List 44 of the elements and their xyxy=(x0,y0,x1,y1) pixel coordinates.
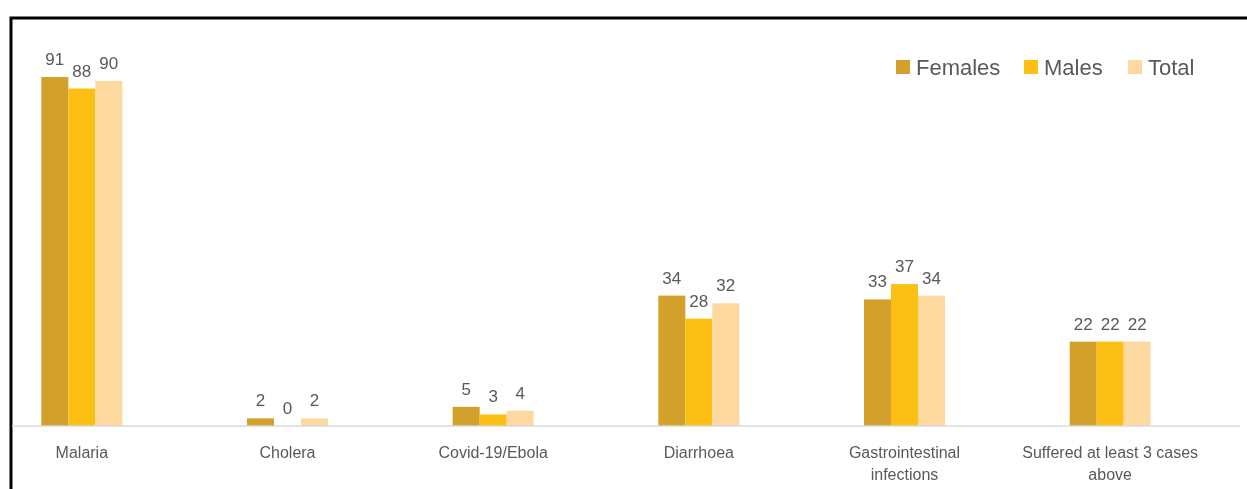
data-label: 22 xyxy=(1127,314,1147,334)
data-label: 4 xyxy=(515,383,525,403)
bar xyxy=(918,295,945,426)
data-label: 34 xyxy=(922,268,941,288)
bar xyxy=(506,410,534,426)
bar xyxy=(685,318,713,426)
data-label: 0 xyxy=(282,399,293,418)
data-label: 91 xyxy=(45,50,65,69)
bar xyxy=(301,418,328,426)
bar xyxy=(864,299,891,426)
data-label: 5 xyxy=(461,379,471,399)
bar xyxy=(712,303,740,426)
bar xyxy=(247,418,274,426)
bar xyxy=(95,80,123,426)
bar xyxy=(1096,341,1124,426)
data-label: 22 xyxy=(1073,314,1093,334)
data-label: 28 xyxy=(689,291,709,311)
data-label: 2 xyxy=(309,391,320,411)
bar xyxy=(68,88,96,426)
data-label: 33 xyxy=(868,272,887,292)
data-label: 2 xyxy=(255,391,266,411)
bar xyxy=(1069,341,1097,426)
data-label: 34 xyxy=(662,268,682,288)
x-tick-label: Cholera xyxy=(259,444,316,461)
x-tick-label: Gastrointestinal infections xyxy=(848,444,961,483)
data-label: 37 xyxy=(895,257,914,277)
bar xyxy=(452,406,480,426)
legend-label: Total xyxy=(1148,55,1195,80)
x-tick-label: Covid-19/Ebola xyxy=(438,444,548,461)
data-label: 90 xyxy=(99,53,119,73)
data-label: 88 xyxy=(72,61,92,81)
x-tick-label: Diarrhoea xyxy=(663,444,735,461)
bar xyxy=(658,295,686,426)
bar xyxy=(891,284,918,426)
data-label: 32 xyxy=(716,276,736,296)
legend-label: Females xyxy=(916,55,1001,80)
bar xyxy=(41,77,69,426)
bar xyxy=(479,414,507,426)
x-tick-label: Malaria xyxy=(55,444,109,461)
data-label: 22 xyxy=(1100,314,1120,334)
data-label: 3 xyxy=(488,387,498,407)
x-tick-label: Suffered at least 3 cases above xyxy=(1022,444,1199,483)
bar xyxy=(1123,341,1151,426)
legend-label: Males xyxy=(1044,55,1103,80)
